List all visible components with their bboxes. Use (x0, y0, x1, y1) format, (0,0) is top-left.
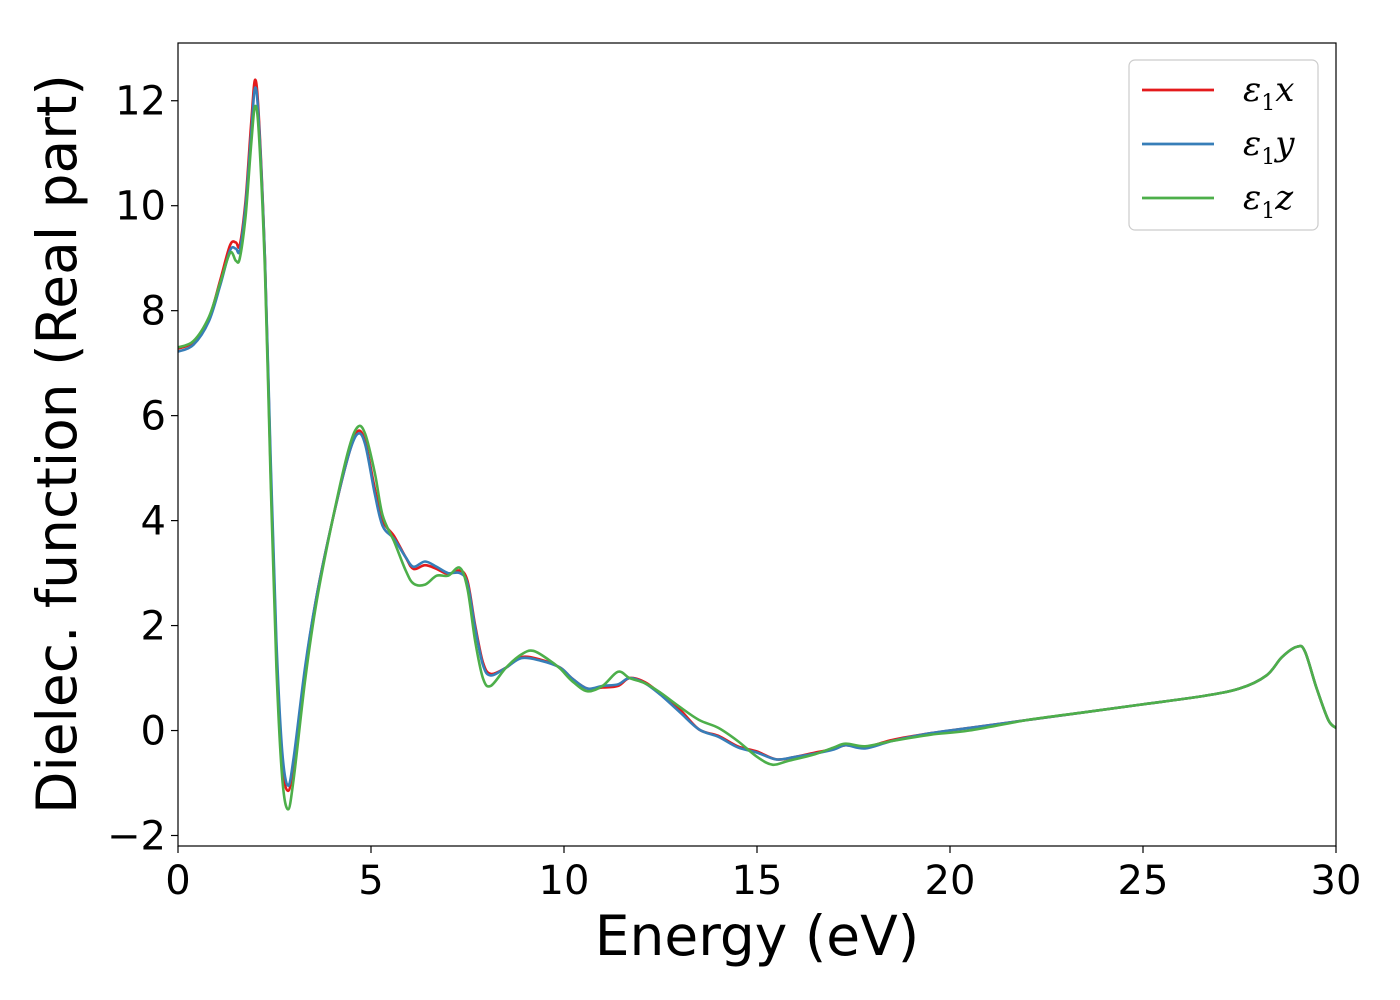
series-layer (178, 78, 1336, 811)
legend-label-y: ε1y (1243, 124, 1295, 170)
y-tick-label: 2 (141, 604, 166, 650)
y-tick-label: 4 (141, 499, 166, 545)
y-tick-label: −2 (107, 814, 166, 860)
x-tick-label: 15 (732, 858, 783, 904)
x-tick-label: 20 (925, 858, 976, 904)
x-axis-title: Energy (eV) (595, 904, 919, 968)
legend-label-x: ε1x (1243, 70, 1294, 116)
x-tick-label: 0 (165, 858, 190, 904)
series-line-z (178, 104, 1336, 811)
y-tick-label: 12 (115, 79, 166, 125)
x-tick-label: 5 (358, 858, 383, 904)
x-tick-label: 30 (1311, 858, 1362, 904)
legend-box (1128, 59, 1319, 231)
y-tick-label: 0 (141, 709, 166, 755)
y-axis-ticks: −2 0 2 4 6 8 10 12 (107, 79, 178, 860)
y-tick-label: 6 (141, 394, 166, 440)
x-tick-label: 25 (1118, 858, 1169, 904)
y-tick-label: 8 (141, 289, 166, 335)
x-axis-ticks: 0 5 10 15 20 25 30 (165, 846, 1361, 904)
x-tick-label: 10 (539, 858, 590, 904)
legend: ε1x ε1y ε1z (1128, 59, 1319, 231)
legend-label-z: ε1z (1243, 178, 1294, 224)
y-axis-title: Dielec. function (Real part) (25, 74, 89, 814)
y-tick-label: 10 (115, 184, 166, 230)
